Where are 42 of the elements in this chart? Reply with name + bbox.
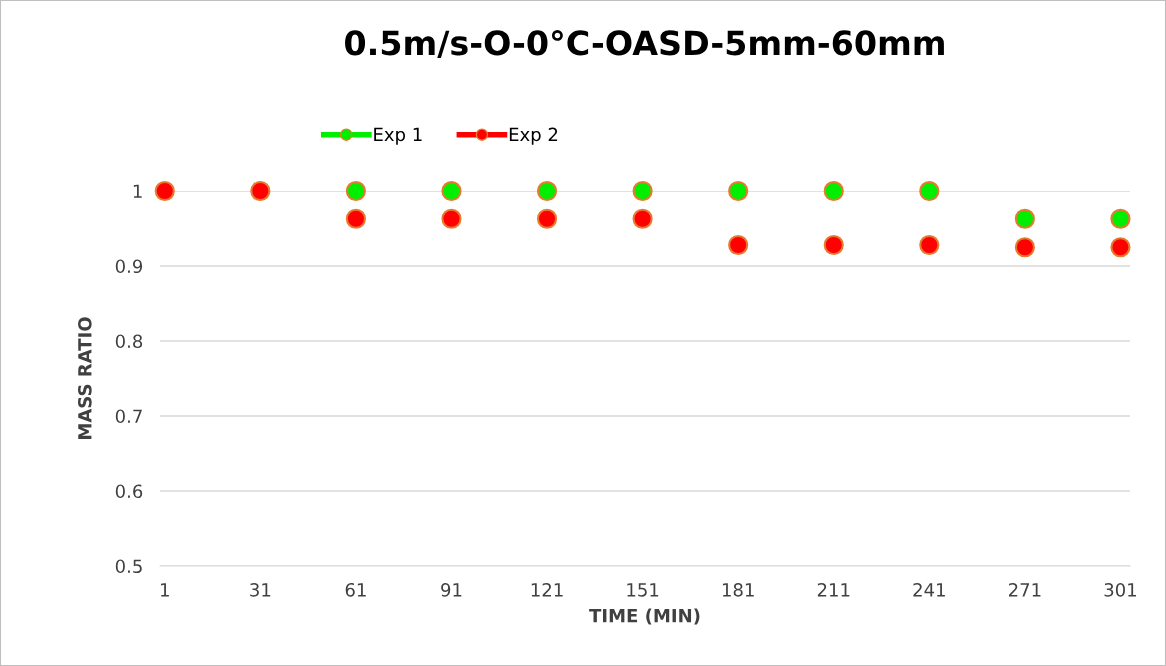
legend-label: Exp 1 xyxy=(374,127,422,145)
point xyxy=(632,180,653,202)
x-tick-label: 301 xyxy=(1104,582,1137,597)
x-tick-label: 181 xyxy=(722,582,754,597)
point xyxy=(441,208,462,229)
point xyxy=(919,234,940,256)
point xyxy=(728,180,749,202)
x-tick-label: 121 xyxy=(531,582,563,597)
chart-title: 0.5m/s-O-0°C-OASD-5mm-60mm xyxy=(345,30,944,59)
point xyxy=(536,208,558,229)
point xyxy=(1014,208,1035,229)
y-axis-title: MASS RATIO xyxy=(78,317,92,439)
y-tick-label: 0.8 xyxy=(115,334,143,349)
point xyxy=(441,180,462,202)
point xyxy=(823,234,844,256)
y-tick-label: 0.9 xyxy=(115,259,143,274)
x-tick-label: 151 xyxy=(627,583,659,597)
x-tick-label: 91 xyxy=(441,582,462,597)
point xyxy=(1110,208,1131,229)
x-axis-title: TIME (MIN) xyxy=(589,608,700,625)
legend-label: Exp 2 xyxy=(509,127,558,145)
y-tick-label: 0.5 xyxy=(115,559,142,574)
point xyxy=(632,208,653,229)
y-tick-label: 1 xyxy=(133,184,142,198)
point xyxy=(823,180,844,202)
x-tick-label: 1 xyxy=(161,583,169,597)
point xyxy=(536,180,558,202)
y-tick-label: 0.7 xyxy=(115,409,142,424)
x-tick-label: 211 xyxy=(817,582,850,597)
point xyxy=(345,180,367,202)
x-tick-label: 61 xyxy=(345,582,366,597)
point xyxy=(1110,237,1131,258)
point xyxy=(345,208,367,229)
point xyxy=(154,180,175,202)
y-tick-label: 0.6 xyxy=(115,484,143,499)
point xyxy=(250,180,271,202)
x-tick-label: 271 xyxy=(1008,582,1041,597)
point xyxy=(728,234,749,256)
x-tick-label: 31 xyxy=(250,582,271,597)
point xyxy=(1014,237,1035,258)
x-tick-label: 241 xyxy=(913,582,945,597)
point xyxy=(919,180,940,202)
